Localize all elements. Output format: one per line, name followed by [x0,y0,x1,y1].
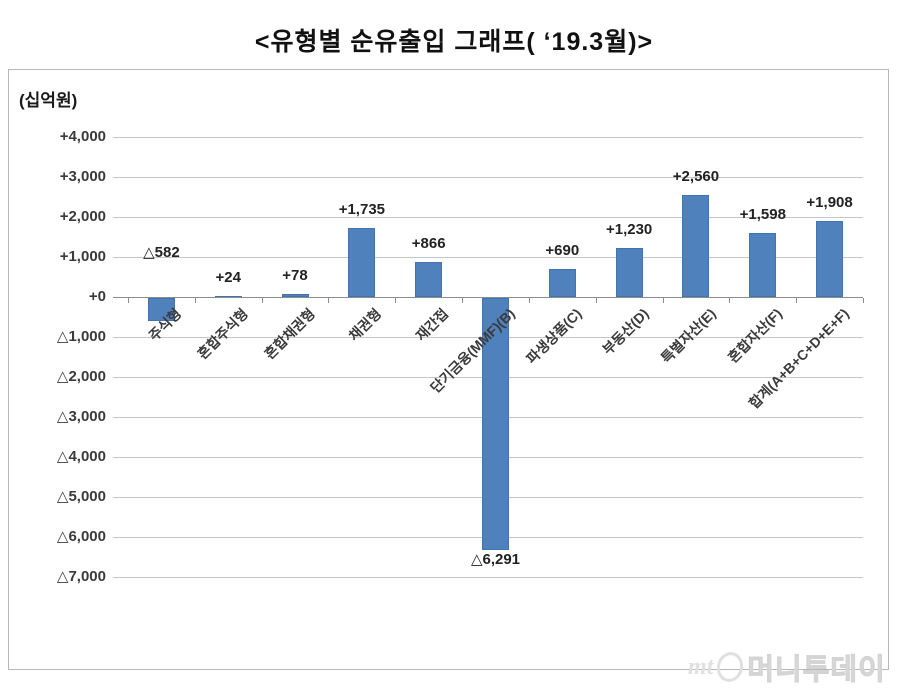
bar-value-label: +866 [411,235,446,253]
x-axis-line [113,297,863,298]
y-axis-tick-label: +0 [88,288,106,305]
chart-bar [682,194,710,297]
watermark-logo-icon [714,649,747,685]
x-axis-category-label: 채권형 [345,305,385,344]
gridline [113,257,863,258]
y-axis-tick-label: △2,000 [56,368,106,385]
gridline [113,217,863,218]
bar-value-label: +690 [545,242,580,260]
gridline [113,137,863,138]
y-axis-tick-label: △7,000 [56,568,106,585]
bar-value-label: △6,291 [470,550,521,568]
y-axis-unit-label: (십억원) [19,91,78,110]
chart-bar [415,262,443,297]
x-axis-tick [395,298,397,303]
chart-bar [214,296,242,297]
chart-title: <유형별 순유출입 그래프( ‘19.3월)> [254,28,654,56]
chart-area: (십억원) +4,000 +3,000 +2,000 +1,000 +0 △1,000 △2… [8,69,889,670]
bar-value-label: +1,230 [605,220,653,238]
x-axis-category-label: 혼합자산(F) [724,305,786,366]
x-axis-tick [462,298,464,303]
y-axis-tick-label: △4,000 [56,448,106,465]
bar-value-label: +2,560 [672,167,720,185]
chart-bar [281,293,309,297]
x-axis-tick [528,298,530,303]
x-axis-tick [194,298,196,303]
x-axis-tick [128,298,129,303]
gridline [113,177,863,178]
y-axis-tick-label: △1,000 [56,328,106,345]
x-axis-category-label: 재간접 [412,305,452,344]
x-axis-tick [863,298,864,303]
chart-bar [482,298,509,550]
y-axis-tick-label: △6,000 [56,528,106,545]
chart-bar [816,220,844,297]
chart-bar [749,233,777,297]
bar-value-label: +24 [215,269,241,286]
y-axis-tick-label: +4,000 [59,128,106,145]
bar-value-label: +1,908 [806,193,853,211]
y-axis-tick-label: △3,000 [56,408,106,425]
chart-bar [615,247,643,297]
chart-bar [548,269,576,297]
x-axis-tick [662,298,664,303]
x-axis-tick [328,298,330,303]
chart-bar [348,227,376,297]
y-axis-tick-label: +1,000 [59,248,106,265]
watermark-brand-text: 머니투데이 [747,654,886,687]
x-axis-tick [261,298,263,303]
x-axis-category-label: 혼합주식형 [193,305,251,363]
x-axis-tick [595,298,597,303]
gridline [113,577,863,578]
y-axis-tick-label: △5,000 [56,488,106,505]
bar-value-label: +1,598 [739,206,786,224]
y-axis-tick-label: +2,000 [59,208,106,225]
x-axis-tick [796,298,798,303]
chart-bar [147,298,175,322]
bar-value-label: +1,735 [338,200,385,218]
bar-value-label: +78 [282,266,308,284]
watermark-mt-text: mt [688,653,714,680]
x-axis-category-label: 부동산(D) [599,305,652,358]
x-axis-category-label: 혼합채권형 [260,305,318,363]
y-axis-tick-label: +3,000 [59,168,106,185]
watermark: mt 머니투데이 [688,646,908,688]
bar-value-label: △582 [143,244,180,261]
x-axis-tick [729,298,731,303]
